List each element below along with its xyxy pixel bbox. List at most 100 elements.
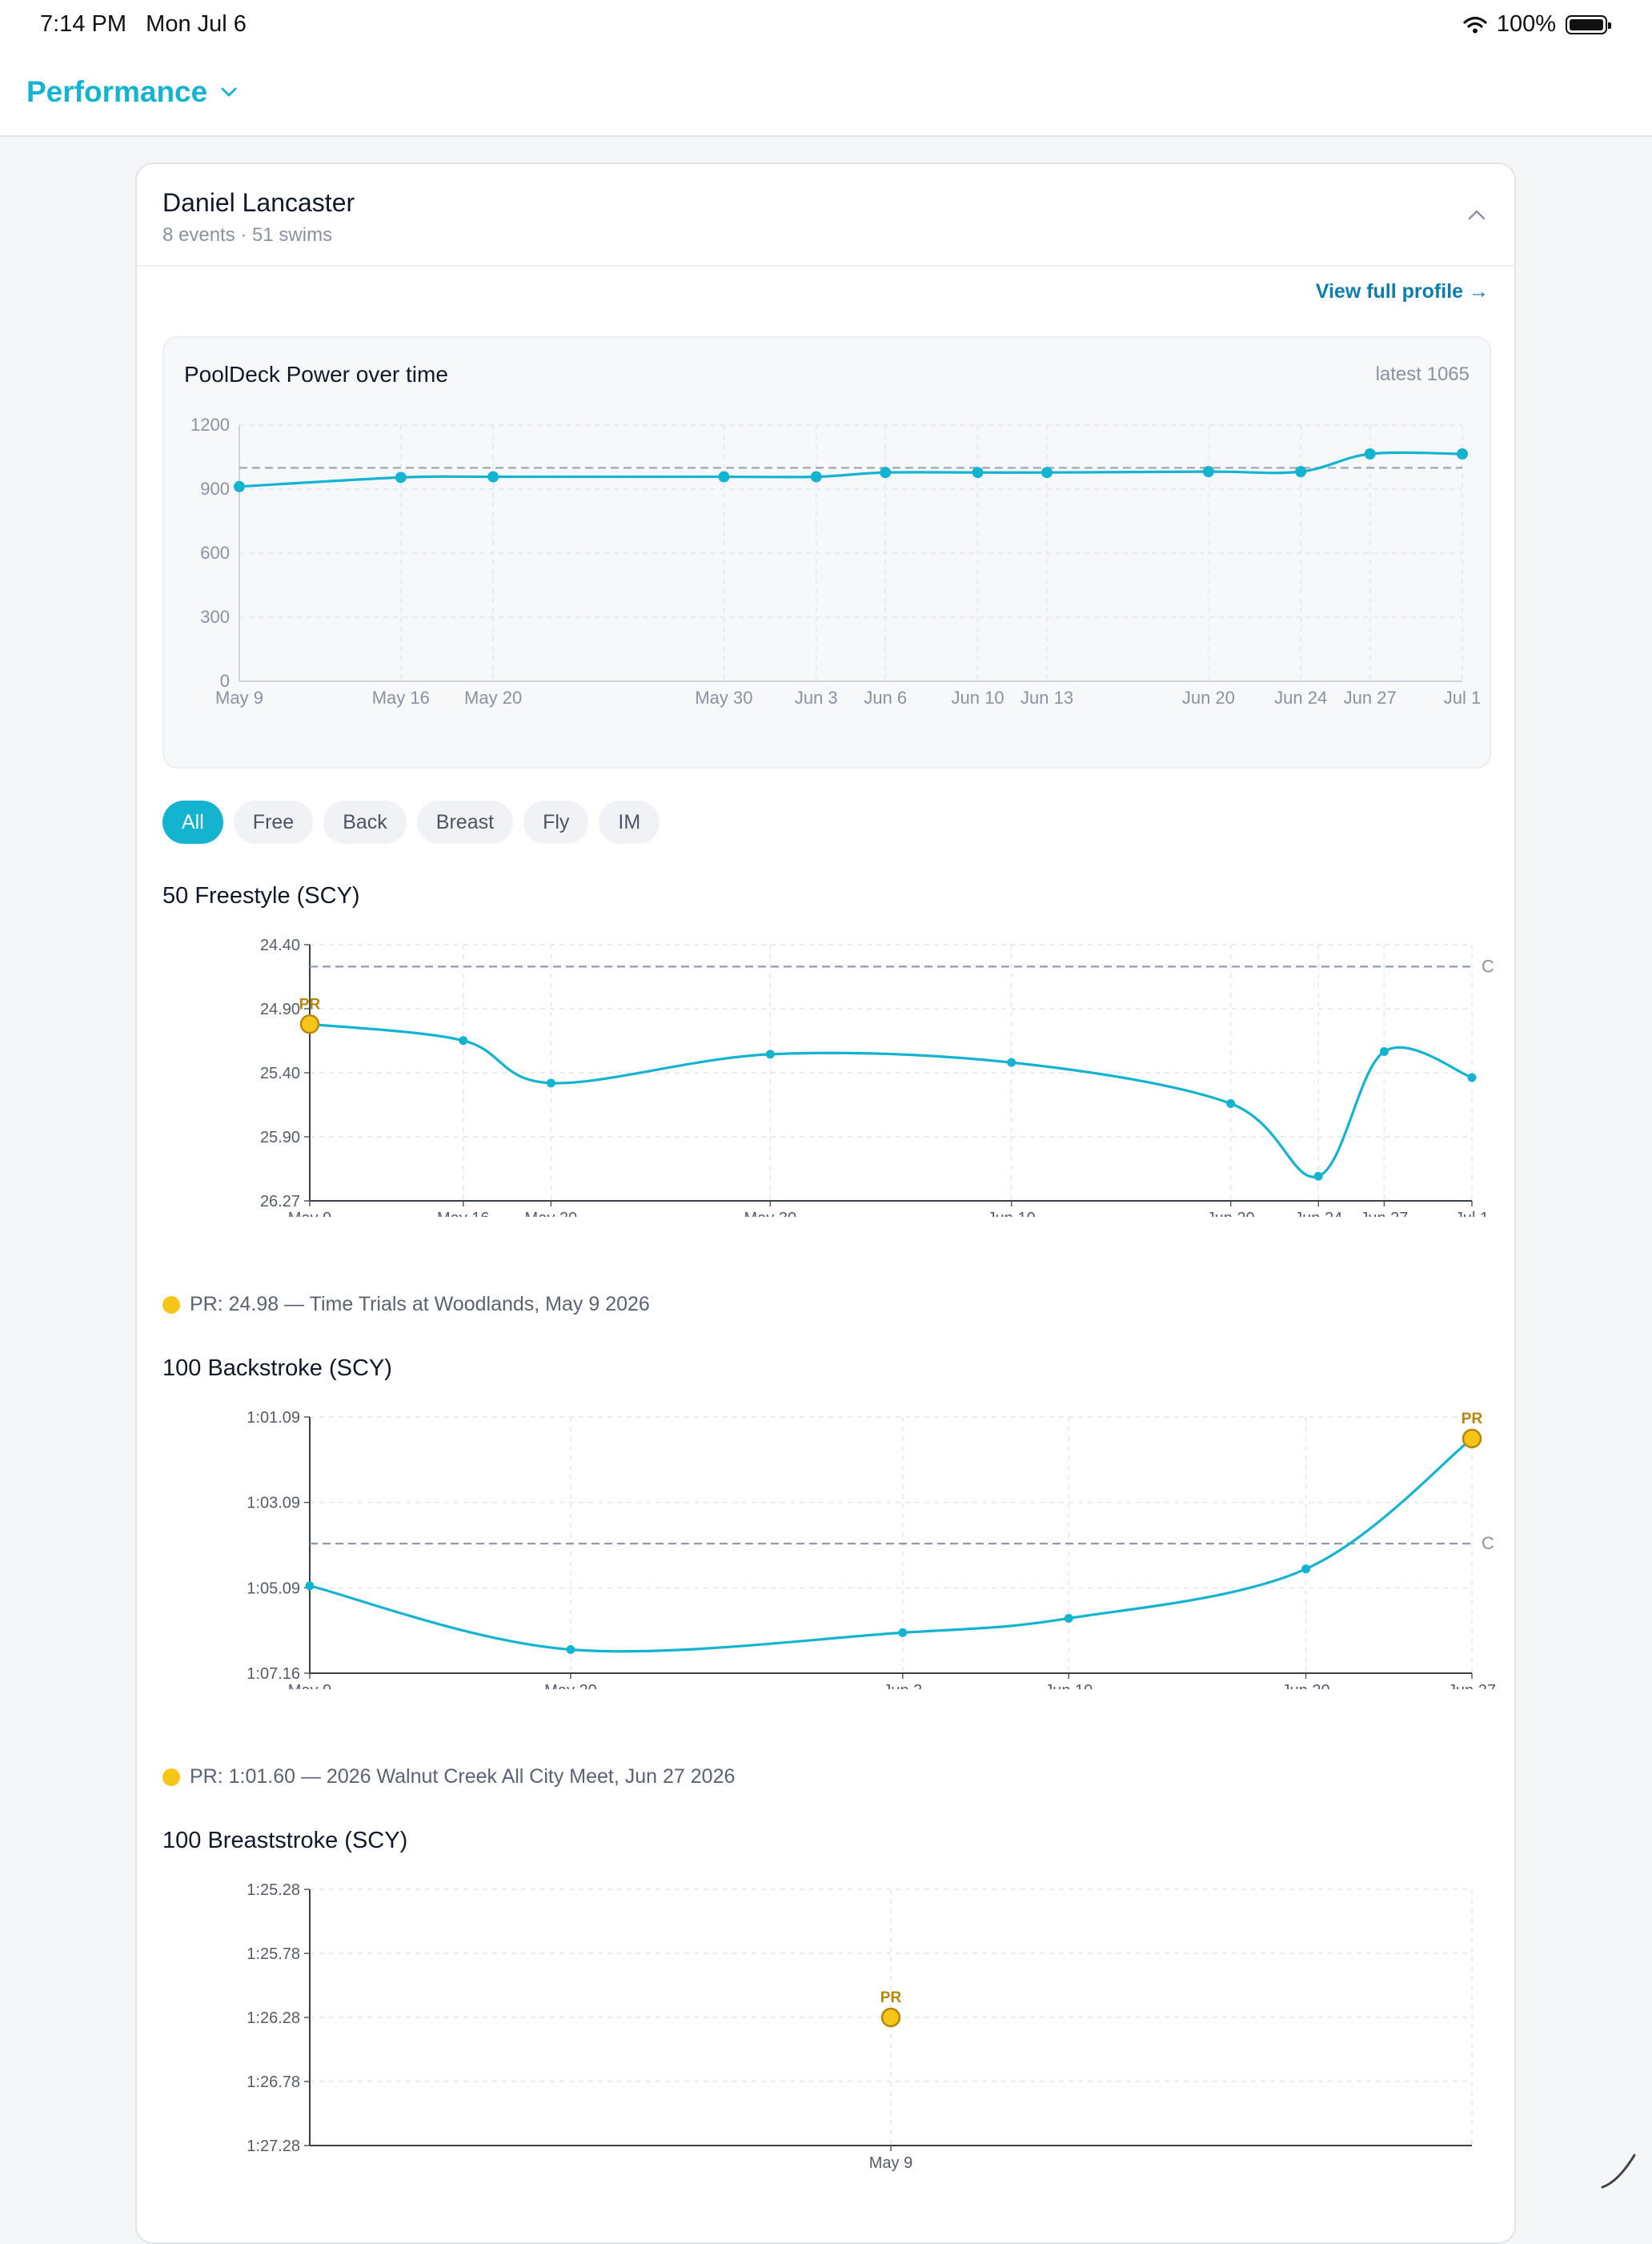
x-tick-label: May 30 <box>695 688 752 708</box>
event-chart-50-free: 24.40 24.90 25.40 25.90 26.27May 9 May 16 May … <box>260 937 1494 1217</box>
event-title-100-breast: 100 Breaststroke (SCY) <box>162 1828 408 1853</box>
reference-label: C <box>1482 1533 1494 1553</box>
wifi-icon <box>1463 16 1487 33</box>
filter-all[interactable]: All <box>162 801 223 844</box>
y-tick-label: 1:07.16 <box>247 1665 300 1683</box>
data-point <box>1301 1564 1311 1574</box>
filter-back[interactable]: Back <box>323 801 407 844</box>
pr-marker <box>1462 1428 1482 1449</box>
y-tick-label: 25.40 <box>260 1065 300 1082</box>
data-point <box>1313 1171 1323 1181</box>
power-panel: PoolDeck Power over time latest 1065 0 30… <box>162 336 1491 769</box>
filter-im[interactable]: IM <box>599 801 660 844</box>
data-point <box>1007 1058 1016 1067</box>
x-tick-label: May 20 <box>544 1682 597 1689</box>
x-tick-label: Jun 20 <box>1182 688 1235 708</box>
filter-fly[interactable]: Fly <box>523 801 589 844</box>
data-point <box>880 467 892 479</box>
event-title-50-free: 50 Freestyle (SCY) <box>162 883 360 909</box>
x-tick-label: Jun 13 <box>1020 688 1073 708</box>
x-tick-label: Jun 20 <box>1282 1682 1330 1689</box>
data-point <box>1457 448 1468 460</box>
x-tick-label: May 16 <box>437 1210 490 1217</box>
athlete-summary: 8 events · 51 swims <box>162 224 333 246</box>
data-point <box>1226 1099 1236 1109</box>
pr-summary-50-free: PR: 24.98 — Time Trials at Woodlands, Ma… <box>162 1293 650 1316</box>
battery-icon <box>1566 14 1611 34</box>
y-tick-label: 1200 <box>190 415 230 435</box>
pr-marker <box>880 2007 901 2028</box>
scribble-icon <box>1601 2154 1636 2189</box>
y-tick-label: 1:01.09 <box>247 1409 300 1427</box>
status-indicators: 100% <box>1463 11 1611 38</box>
x-tick-label: May 20 <box>464 688 522 708</box>
status-time: 7:14 PM Mon Jul 6 <box>40 11 247 38</box>
data-point <box>487 471 499 483</box>
pr-label: PR <box>880 1989 902 2006</box>
reference-label: C <box>1482 956 1494 976</box>
x-tick-label: Jun 10 <box>1045 1682 1093 1689</box>
y-tick-label: 1:03.09 <box>247 1495 300 1512</box>
status-bar: 7:14 PM Mon Jul 6 100% <box>0 0 1652 51</box>
x-tick-label: May 9 <box>869 2154 912 2172</box>
y-tick-label: 1:05.09 <box>247 1580 300 1597</box>
x-tick-label: May 9 <box>288 1210 331 1217</box>
y-tick-label: 1:27.28 <box>247 2138 300 2155</box>
data-point <box>1041 467 1053 479</box>
data-point <box>718 471 730 483</box>
y-tick-label: 26.27 <box>260 1193 300 1210</box>
athlete-card: Daniel Lancaster 8 events · 51 swims Vie… <box>135 163 1516 2244</box>
pr-text-50-free: PR: 24.98 — Time Trials at Woodlands, Ma… <box>190 1293 650 1315</box>
series-line <box>309 1437 1473 1653</box>
x-tick-label: May 9 <box>215 688 263 708</box>
data-point <box>765 1050 775 1059</box>
pr-dot-icon <box>162 1768 180 1786</box>
view-full-profile-link[interactable]: View full profile → <box>1315 280 1489 303</box>
data-point <box>810 471 822 483</box>
data-point <box>546 1078 555 1088</box>
data-point <box>1467 1073 1477 1082</box>
performance-title: Performance <box>26 75 208 108</box>
x-tick-label: Jun 27 <box>1344 688 1397 708</box>
x-tick-label: May 30 <box>744 1210 797 1217</box>
x-tick-label: Jun 20 <box>1207 1210 1255 1217</box>
filter-breast[interactable]: Breast <box>416 801 514 844</box>
event-title-100-back: 100 Backstroke (SCY) <box>162 1355 392 1381</box>
data-point <box>234 480 245 492</box>
x-tick-label: Jun 3 <box>795 688 838 708</box>
y-tick-label: 900 <box>200 479 230 499</box>
chevron-up-icon[interactable] <box>1465 203 1489 227</box>
x-tick-label: Jul 1 <box>1444 688 1481 708</box>
pr-label: PR <box>1462 1411 1483 1427</box>
x-tick-label: Jun 27 <box>1448 1682 1496 1689</box>
data-point <box>1379 1046 1389 1056</box>
y-tick-label: 25.90 <box>260 1129 300 1146</box>
event-chart-100-breast: 1:25.28 1:25.78 1:26.28 1:26.78 1:27.28 May 9… <box>247 1881 1473 2172</box>
series-line <box>239 451 1463 488</box>
x-tick-label: Jun 3 <box>883 1682 922 1689</box>
filter-free[interactable]: Free <box>233 801 314 844</box>
status-date: Mon Jul 6 <box>146 11 247 37</box>
data-point <box>898 1628 908 1637</box>
y-tick-label: 1:26.78 <box>247 2073 300 2091</box>
y-tick-label: 300 <box>200 607 230 627</box>
x-tick-label: May 16 <box>372 688 430 708</box>
power-chart-title: PoolDeck Power over time <box>184 362 448 387</box>
power-latest-value: latest 1065 <box>1375 363 1470 385</box>
y-tick-label: 1:26.28 <box>247 2009 300 2027</box>
performance-dropdown[interactable]: Performance <box>26 75 238 109</box>
pr-summary-100-back: PR: 1:01.60 — 2026 Walnut Creek All City… <box>162 1765 735 1788</box>
data-point <box>566 1644 575 1654</box>
x-tick-label: Jun 24 <box>1274 688 1327 708</box>
y-tick-label: 600 <box>200 543 230 563</box>
battery-percent: 100% <box>1496 11 1556 37</box>
x-tick-label: Jun 10 <box>988 1210 1036 1217</box>
data-point <box>1364 448 1376 460</box>
y-tick-label: 24.40 <box>260 937 300 954</box>
x-tick-label: Jun 6 <box>864 688 907 708</box>
pr-text-100-back: PR: 1:01.60 — 2026 Walnut Creek All City… <box>190 1765 736 1788</box>
athlete-card-header[interactable]: Daniel Lancaster 8 events · 51 swims <box>137 164 1514 267</box>
y-tick-label: 24.90 <box>260 1001 300 1018</box>
top-bar: Performance <box>0 51 1652 137</box>
